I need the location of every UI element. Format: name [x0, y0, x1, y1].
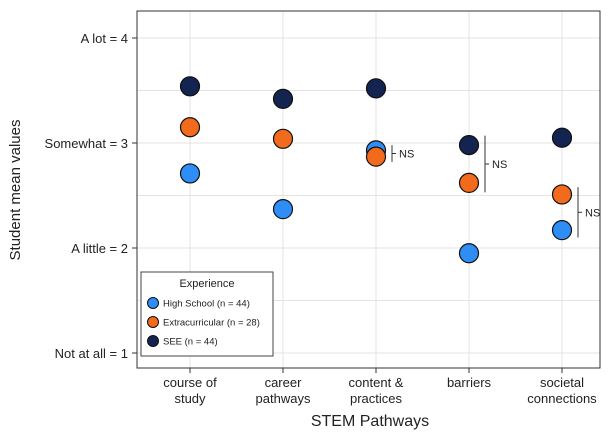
data-point: [551, 184, 573, 205]
ns-label: NS: [585, 207, 600, 219]
y-tick-label: Somewhat = 3: [45, 136, 128, 151]
data-point: [458, 172, 480, 193]
legend-title: Experience: [179, 278, 234, 290]
annotations: NS NS NS: [391, 135, 600, 238]
plot-frame: [136, 10, 601, 369]
data-point: [458, 243, 480, 264]
legend-label: SEE (n = 44): [163, 337, 218, 348]
data-point: [458, 135, 480, 156]
data-point: [272, 128, 294, 149]
data-point: [179, 163, 201, 184]
legend-label: Extracurricular (n = 28): [163, 318, 260, 329]
x-tick-label: societal: [540, 375, 584, 390]
data-point: [272, 88, 294, 110]
x-tick-label: course of: [163, 375, 217, 390]
legend-label: High School (n = 44): [163, 299, 250, 310]
y-tick-label: A lot = 4: [81, 31, 128, 46]
y-axis-label: Student mean values: [7, 120, 24, 261]
data-point: [551, 220, 573, 241]
x-tick-label: content &: [349, 375, 404, 390]
x-tick-label: study: [174, 391, 206, 406]
data-point: [179, 76, 201, 97]
data-point: [179, 117, 201, 138]
x-tick-label: barriers: [447, 375, 492, 390]
data-points: [179, 76, 573, 264]
data-point: [272, 199, 294, 220]
data-point: [551, 127, 573, 148]
x-tick-label: connections: [527, 391, 597, 406]
y-tick-label: Not at all = 1: [55, 346, 128, 361]
data-point: [365, 146, 387, 167]
legend-swatch: [147, 316, 159, 328]
legend-box: [140, 271, 274, 357]
ns-label: NS: [492, 159, 507, 171]
legend-swatch: [147, 335, 159, 347]
data-point: [365, 78, 387, 99]
x-tick-label: career: [265, 375, 303, 390]
ns-label: NS: [399, 149, 414, 161]
x-axis-label: STEM Pathways: [311, 413, 429, 430]
legend: Experience High School (n = 44) Extracurr…: [140, 271, 274, 357]
x-tick-label: pathways: [256, 391, 311, 406]
legend-swatch: [147, 297, 159, 309]
y-tick-label: A little = 2: [71, 241, 128, 256]
x-tick-label: practices: [350, 391, 403, 406]
